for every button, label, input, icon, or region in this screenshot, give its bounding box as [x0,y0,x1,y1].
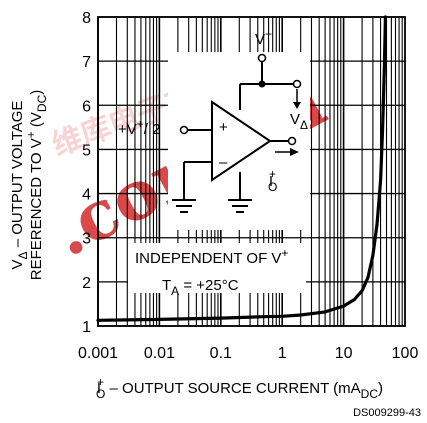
supply-terminal [257,53,267,63]
x-tick-label: 0.001 [78,345,118,362]
ground-icon [228,199,252,213]
plot-border [97,16,406,327]
y-tick-label: 3 [82,231,91,248]
series-group [96,15,387,322]
x-tick-label: 10 [335,345,353,362]
y-tick-labels: 1 2 3 4 5 6 7 8 [82,10,91,336]
y-tick-label: 1 [82,319,91,336]
output-current-label: I+ O [268,167,277,194]
x-tick-label: 0.01 [144,345,175,362]
opamp-triangle [211,100,272,182]
y-tick-label: 4 [82,187,91,204]
v-delta-label: VΔ [290,111,308,132]
opamp-plus-sign: + [219,119,228,136]
v-delta-arrow-head [293,102,301,109]
y-tick-label: 2 [82,275,91,292]
x-tick-label: 100 [392,345,419,362]
x-tick-label: 1 [278,345,287,362]
supply-label: V+ [255,27,272,48]
output-current-arrow-head [290,148,299,156]
annotation-temperature: TA = +25°C [162,277,239,298]
y-axis-title-line1: VΔ – OUTPUT VOLTAGE [9,101,30,270]
y-tick-label: 7 [82,54,91,71]
supply-node [258,80,266,88]
output-terminal [287,136,297,146]
y-axis-title: VΔ – OUTPUT VOLTAGE REFERENCED TO V+ (VD… [9,90,49,281]
annotation-independent: INDEPENDENT OF V+ [135,246,288,267]
y-tick-label: 8 [82,10,91,27]
y-tick-label: 5 [82,142,91,159]
y-tick-label: 6 [82,98,91,115]
ground-icon [172,199,196,213]
input-terminal [179,125,189,135]
opamp-minus-sign: – [219,154,228,171]
opamp-circuit-diagram: + – +V+/ 2 V+ [118,27,310,230]
x-tick-label: 0.1 [210,345,232,362]
input-label: +V+/ 2 [118,117,160,138]
x-tick-labels: 0.001 0.01 0.1 1 10 100 [78,345,418,362]
plot-frame [97,16,406,327]
output-sense-terminal [292,79,302,89]
series-line [96,15,387,322]
x-axis-title: I+ O – OUTPUT SOURCE CURRENT (mADC) [96,375,383,401]
figure-credit: DS009299-43 [353,407,421,419]
y-axis-title-line2: REFERENCED TO V+ (VDC) [24,90,49,281]
annotation-background [128,243,306,293]
